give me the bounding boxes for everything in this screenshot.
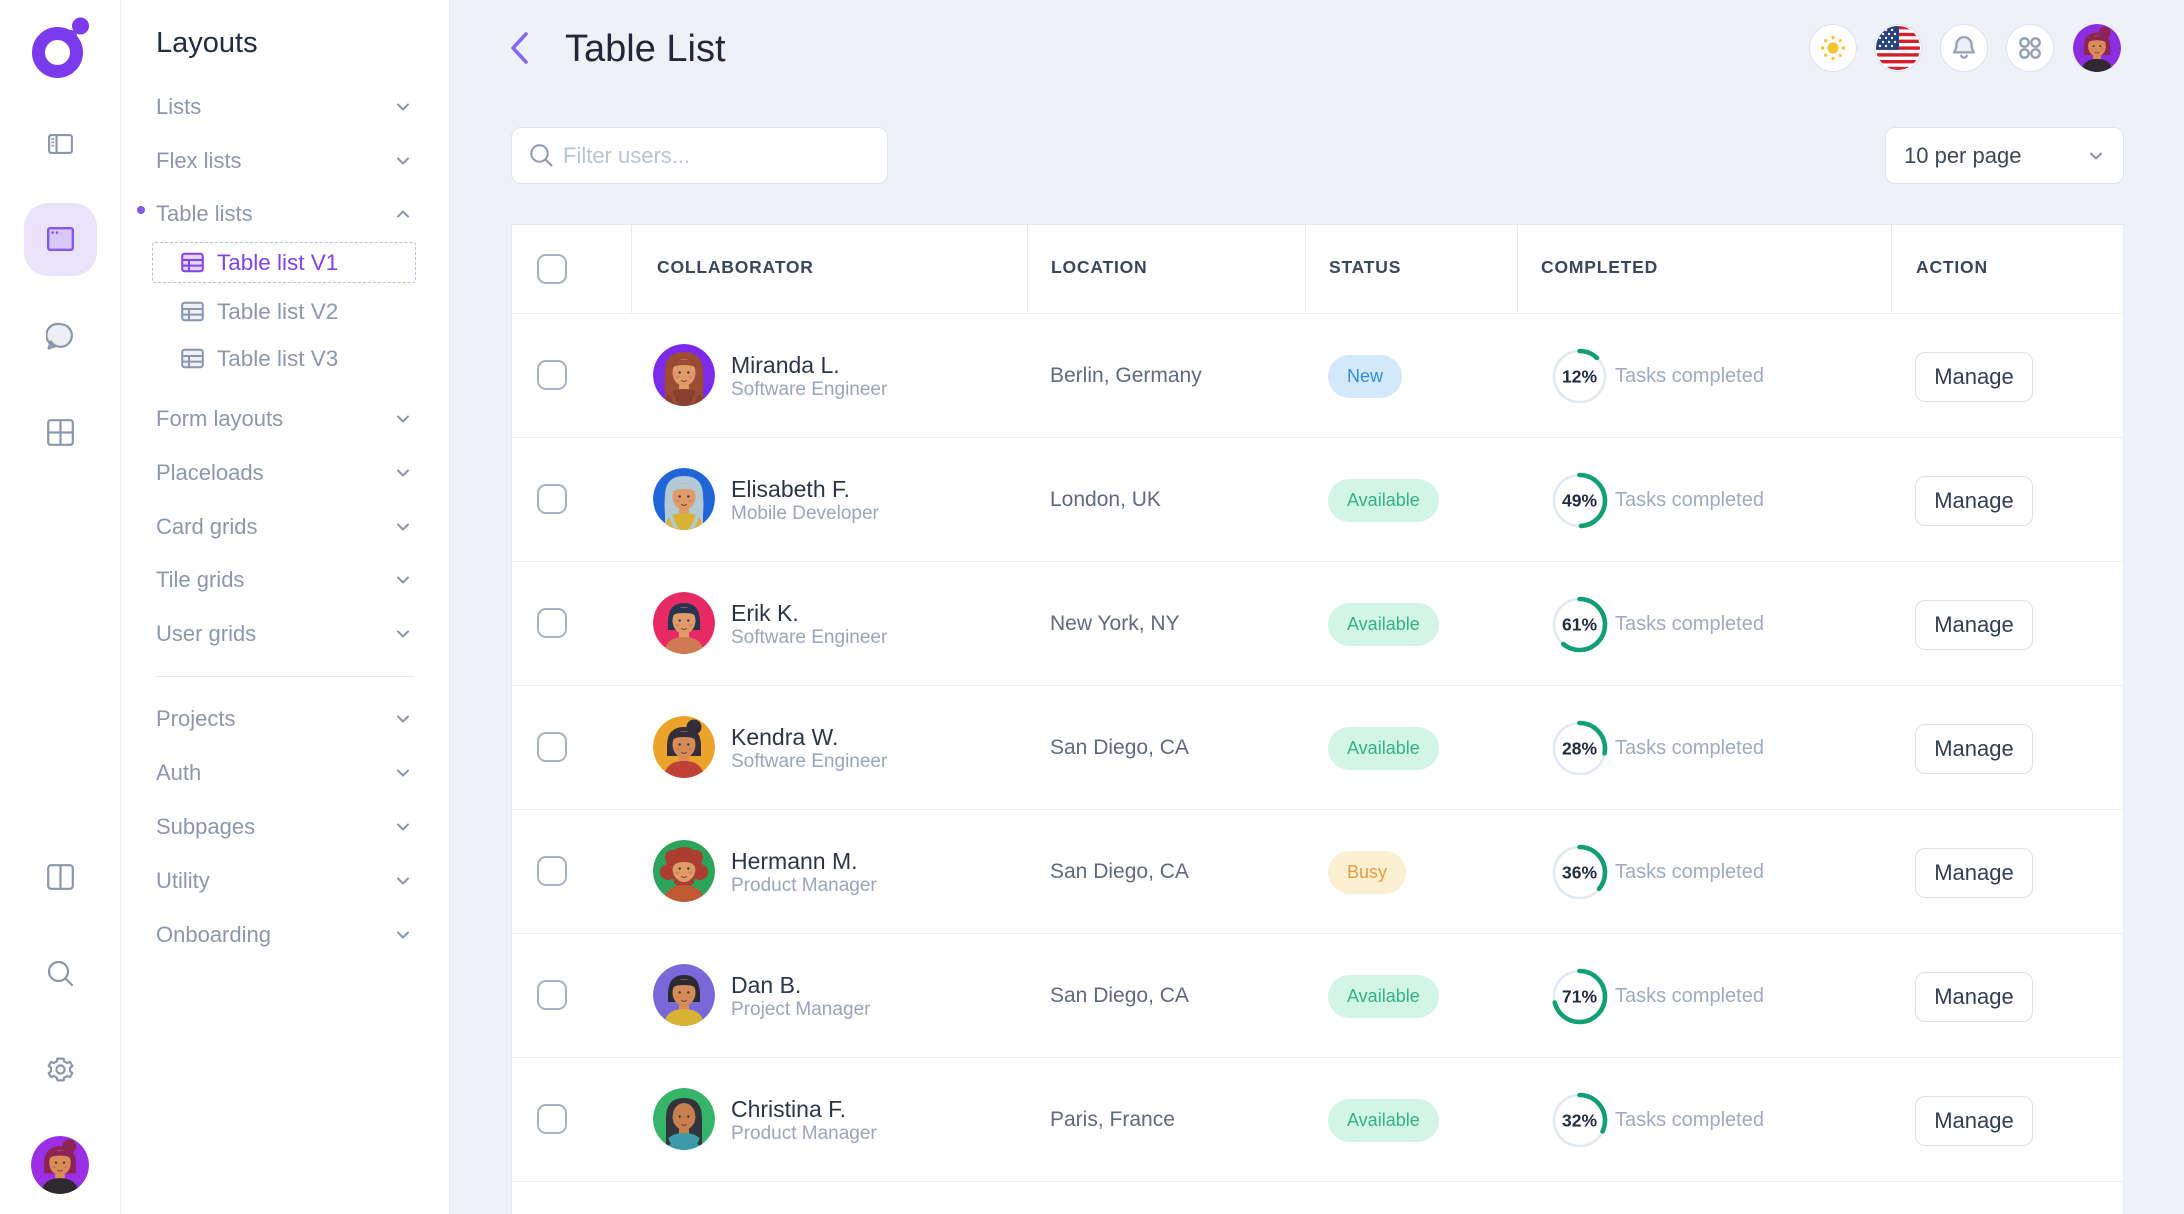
svg-text:61%: 61%	[1562, 615, 1597, 635]
svg-text:32%: 32%	[1562, 1111, 1597, 1131]
svg-text:49%: 49%	[1562, 491, 1597, 511]
svg-text:36%: 36%	[1562, 863, 1597, 883]
svg-text:71%: 71%	[1562, 987, 1597, 1007]
svg-text:12%: 12%	[1562, 367, 1597, 387]
svg-text:28%: 28%	[1562, 739, 1597, 759]
